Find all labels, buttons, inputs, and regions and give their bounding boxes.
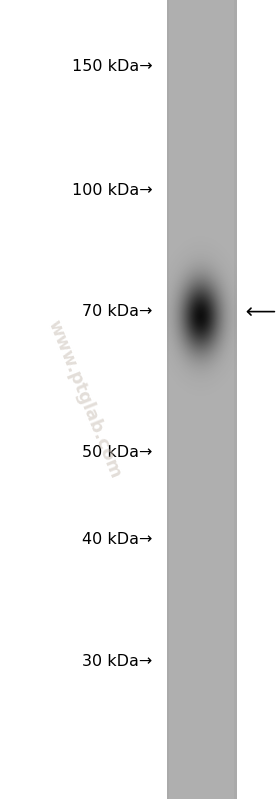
Text: 100 kDa→: 100 kDa→ [72,183,153,197]
Text: 40 kDa→: 40 kDa→ [82,532,153,547]
Bar [167,0,237,799]
Text: 150 kDa→: 150 kDa→ [72,59,153,74]
Text: 30 kDa→: 30 kDa→ [82,654,153,669]
Text: www.ptglab.com: www.ptglab.com [44,318,124,481]
Bar [169,0,234,799]
Text: 50 kDa→: 50 kDa→ [82,445,153,459]
Text: 70 kDa→: 70 kDa→ [82,304,153,319]
